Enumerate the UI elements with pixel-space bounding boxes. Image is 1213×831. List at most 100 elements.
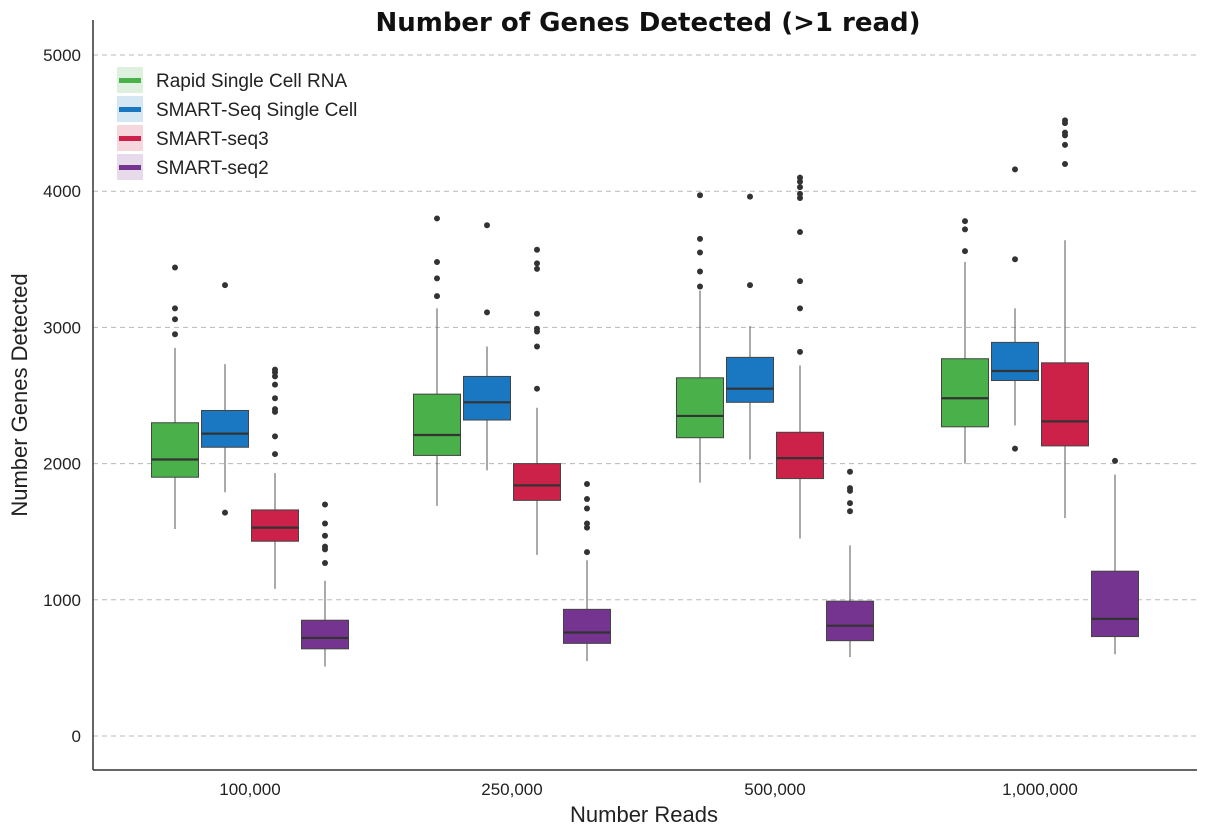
outlier-point: [534, 260, 540, 267]
legend-swatch: [119, 107, 141, 112]
outlier-point: [222, 282, 228, 289]
outlier-point: [697, 235, 703, 242]
iqr-box: [726, 356, 774, 403]
series-4: [301, 457, 1139, 667]
chart-title: Number of Genes Detected (>1 read): [375, 8, 920, 38]
outlier-point: [797, 184, 803, 191]
outlier-point: [847, 500, 853, 507]
outlier-point: [484, 222, 490, 229]
x-tick-label: 1,000,000: [1002, 780, 1078, 799]
outlier-point: [172, 264, 178, 271]
iqr-box: [151, 422, 199, 478]
outlier-point: [534, 310, 540, 317]
legend-item-2: SMART-Seq Single Cell: [117, 96, 357, 122]
outlier-point: [1062, 141, 1068, 148]
outlier-point: [584, 481, 590, 488]
outlier-point: [747, 193, 753, 200]
iqr-box: [1091, 570, 1139, 638]
legend-label: SMART-Seq Single Cell: [156, 100, 357, 121]
outlier-point: [797, 174, 803, 181]
outlier-point: [797, 229, 803, 236]
outlier-point: [272, 451, 278, 458]
box-1000000-1: [941, 218, 989, 464]
outlier-point: [1062, 129, 1068, 136]
box-100000-3: [251, 366, 299, 589]
outlier-point: [322, 520, 328, 527]
box-1000000-3: [1041, 117, 1089, 519]
legend-item-3: SMART-seq3: [117, 125, 269, 151]
box-1000000-2: [991, 166, 1039, 452]
outlier-point: [847, 468, 853, 475]
box-250000-3: [513, 246, 561, 555]
x-axis-label: Number Reads: [570, 802, 718, 827]
outlier-point: [1062, 117, 1068, 124]
box-500000-3: [776, 174, 824, 539]
y-tick-label: 1000: [43, 591, 81, 610]
iqr-box: [463, 375, 511, 421]
outlier-point: [322, 543, 328, 550]
outlier-point: [584, 496, 590, 503]
box-250000-1: [413, 215, 461, 506]
y-tick-label: 4000: [43, 182, 81, 201]
outlier-point: [584, 505, 590, 512]
series-2: [201, 166, 1039, 516]
iqr-box: [991, 341, 1039, 382]
box-1000000-4: [1091, 457, 1139, 655]
iqr-box: [413, 393, 461, 456]
iqr-box: [826, 600, 874, 642]
box-100000-1: [151, 264, 199, 529]
iqr-box: [251, 509, 299, 542]
box-500000-4: [826, 468, 874, 658]
legend-swatch: [119, 136, 141, 141]
outlier-point: [1012, 256, 1018, 263]
outlier-point: [484, 309, 490, 316]
outlier-point: [697, 192, 703, 199]
outlier-point: [1112, 457, 1118, 464]
legend-item-1: Rapid Single Cell RNA: [117, 67, 347, 93]
box-100000-4: [301, 501, 349, 667]
iqr-box: [676, 377, 724, 439]
outlier-point: [584, 549, 590, 556]
outlier-point: [272, 395, 278, 402]
outlier-point: [584, 520, 590, 527]
outlier-point: [322, 501, 328, 508]
series-1: [151, 192, 989, 529]
boxes-layer: [151, 117, 1139, 667]
outlier-point: [534, 385, 540, 392]
outlier-point: [697, 283, 703, 290]
box-250000-2: [463, 222, 511, 471]
outlier-point: [272, 406, 278, 413]
outlier-point: [322, 532, 328, 539]
box-500000-2: [726, 193, 774, 460]
outlier-point: [172, 305, 178, 312]
outlier-point: [962, 226, 968, 233]
outlier-point: [434, 215, 440, 222]
iqr-box: [563, 608, 611, 644]
x-tick-label: 250,000: [481, 780, 542, 799]
x-tick-label: 500,000: [744, 780, 805, 799]
outlier-point: [172, 316, 178, 323]
outlier-point: [797, 278, 803, 285]
outlier-point: [697, 268, 703, 275]
outlier-point: [962, 218, 968, 225]
legend-swatch: [119, 165, 141, 170]
outlier-point: [534, 343, 540, 350]
outlier-point: [272, 381, 278, 388]
legend-label: Rapid Single Cell RNA: [156, 71, 347, 92]
outlier-point: [534, 325, 540, 332]
iqr-box: [1041, 362, 1089, 447]
outlier-point: [272, 366, 278, 373]
box-100000-2: [201, 282, 249, 516]
outlier-point: [434, 275, 440, 282]
outlier-point: [434, 259, 440, 266]
y-tick-label: 5000: [43, 46, 81, 65]
y-tick-label: 3000: [43, 318, 81, 337]
x-tick-labels: 100,000 250,000 500,000 1,000,000: [219, 780, 1078, 799]
box-250000-4: [563, 481, 611, 662]
y-tick-labels: 0 1000 2000 3000 4000 5000: [43, 46, 81, 746]
outlier-point: [434, 293, 440, 300]
x-tick-label: 100,000: [219, 780, 280, 799]
outlier-point: [222, 509, 228, 516]
y-tick-label: 0: [72, 727, 81, 746]
